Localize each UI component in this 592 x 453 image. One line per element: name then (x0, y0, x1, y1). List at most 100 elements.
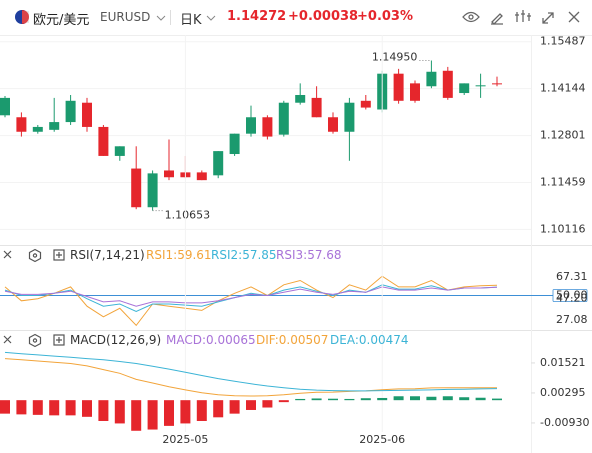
macd-bar (344, 398, 355, 401)
macd-bar (180, 400, 191, 424)
y-tick-label: 50.00 (556, 288, 588, 301)
candle-body (442, 70, 453, 98)
indicator-title: RSI(7,14,21) (70, 248, 145, 262)
period[interactable]: 日K (180, 13, 202, 28)
dropdown-icon[interactable] (206, 15, 216, 23)
candle-body (393, 73, 404, 101)
macd-bar (114, 400, 125, 424)
flag-icon (15, 10, 29, 24)
macd-bar (442, 396, 453, 401)
annotation: 1.14950 (372, 51, 418, 64)
indicator-title: MACD(12,26,9) (70, 333, 162, 347)
legend-value: 57.85 (242, 248, 277, 262)
change: +0.00038 (288, 9, 359, 24)
macd-bar (164, 400, 174, 426)
candle-body (147, 173, 158, 208)
close-indicator-icon[interactable] (3, 250, 12, 259)
y-tick-label: -0.00930 (540, 416, 589, 429)
legend-separator (275, 333, 279, 347)
price: 1.14272 (227, 9, 287, 24)
y-tick-label: 1.10116 (540, 222, 586, 235)
macd-bar (328, 398, 338, 401)
candle-body (114, 146, 125, 156)
macd-bar (393, 396, 404, 401)
candle-body (475, 85, 486, 87)
candle-body (164, 170, 174, 178)
rsi-line (4, 284, 498, 313)
legend-separator (202, 333, 206, 347)
macd-bar (65, 400, 76, 416)
candle-body (213, 151, 224, 176)
y-tick-label: 0.00295 (540, 386, 586, 399)
close-icon[interactable] (568, 11, 580, 23)
y-tick-label: 47.20 (556, 291, 588, 304)
macd-bar (377, 397, 388, 401)
legend-name: RSI3 (276, 248, 304, 262)
annotation: 1.10653 (165, 209, 211, 222)
candle-body (295, 94, 306, 103)
candle-body (459, 83, 470, 94)
legend-item: RSI159.61 (146, 248, 212, 262)
y-tick-label: 67.31 (556, 270, 588, 283)
candle-body (344, 102, 355, 132)
symbol: EURUSD (100, 10, 151, 24)
macd-bar (360, 398, 371, 401)
rsi-line (4, 286, 498, 307)
legend-name: DIF (256, 333, 275, 347)
legend-separator (173, 248, 177, 262)
settings-icon[interactable] (28, 248, 42, 263)
candle-body (196, 172, 207, 181)
macd-bar (196, 400, 207, 421)
legend-separator (355, 333, 359, 347)
legend-item: MACD 0.00065 (166, 333, 256, 347)
expand-icon[interactable] (53, 249, 65, 261)
fullscreen-icon[interactable] (542, 12, 554, 24)
macd-bar (49, 400, 60, 416)
macd-bar (262, 400, 273, 408)
rsi-legend: RSI(7,14,21)RSI159.61RSI257.85RSI357.68 (0, 246, 540, 264)
candle-body (49, 122, 60, 130)
candle-body (0, 97, 10, 116)
macd-bar (311, 398, 322, 401)
dropdown-icon[interactable] (156, 15, 166, 23)
legend-name: RSI2 (211, 248, 239, 262)
x-tick-label: 2025-05 (162, 433, 208, 446)
expand-icon[interactable] (53, 334, 65, 346)
settings-icon[interactable] (28, 333, 42, 348)
macd-bar (213, 400, 224, 418)
legend-item: DEA0.00474 (330, 333, 409, 347)
macd-bar (0, 400, 10, 414)
macd-bar (475, 397, 486, 401)
candle-body (328, 117, 338, 132)
draw-icon[interactable] (491, 13, 503, 25)
macd-bar (82, 400, 92, 417)
change-percent: +0.03% (357, 9, 413, 24)
eye-icon[interactable] (462, 11, 480, 23)
legend-name: RSI1 (146, 248, 174, 262)
macd-bar (295, 398, 306, 401)
macd-bar (131, 400, 142, 431)
y-tick-label: 1.15487 (540, 35, 586, 48)
y-tick-label: 1.11459 (540, 175, 586, 188)
macd-bar (98, 400, 109, 421)
macd-bar (459, 397, 470, 401)
macd-bar (492, 398, 502, 401)
macd-bar (278, 400, 289, 403)
candle-body (16, 117, 27, 132)
macd-line (4, 351, 498, 392)
macd-line (4, 358, 498, 397)
legend-value: 59.61 (177, 248, 212, 262)
reference-label-box (552, 289, 588, 302)
y-tick-label: 27.08 (556, 313, 588, 326)
macd-bar (147, 400, 158, 430)
candle-body (32, 126, 43, 132)
candle-body (410, 83, 420, 101)
candle-body (98, 126, 109, 156)
close-indicator-icon[interactable] (3, 335, 12, 344)
candle-body (131, 168, 142, 208)
macd-bar (229, 400, 240, 414)
legend-value: 0.00507 (278, 333, 329, 347)
indicator-icon[interactable] (515, 10, 531, 22)
legend-name: MACD (166, 333, 202, 347)
